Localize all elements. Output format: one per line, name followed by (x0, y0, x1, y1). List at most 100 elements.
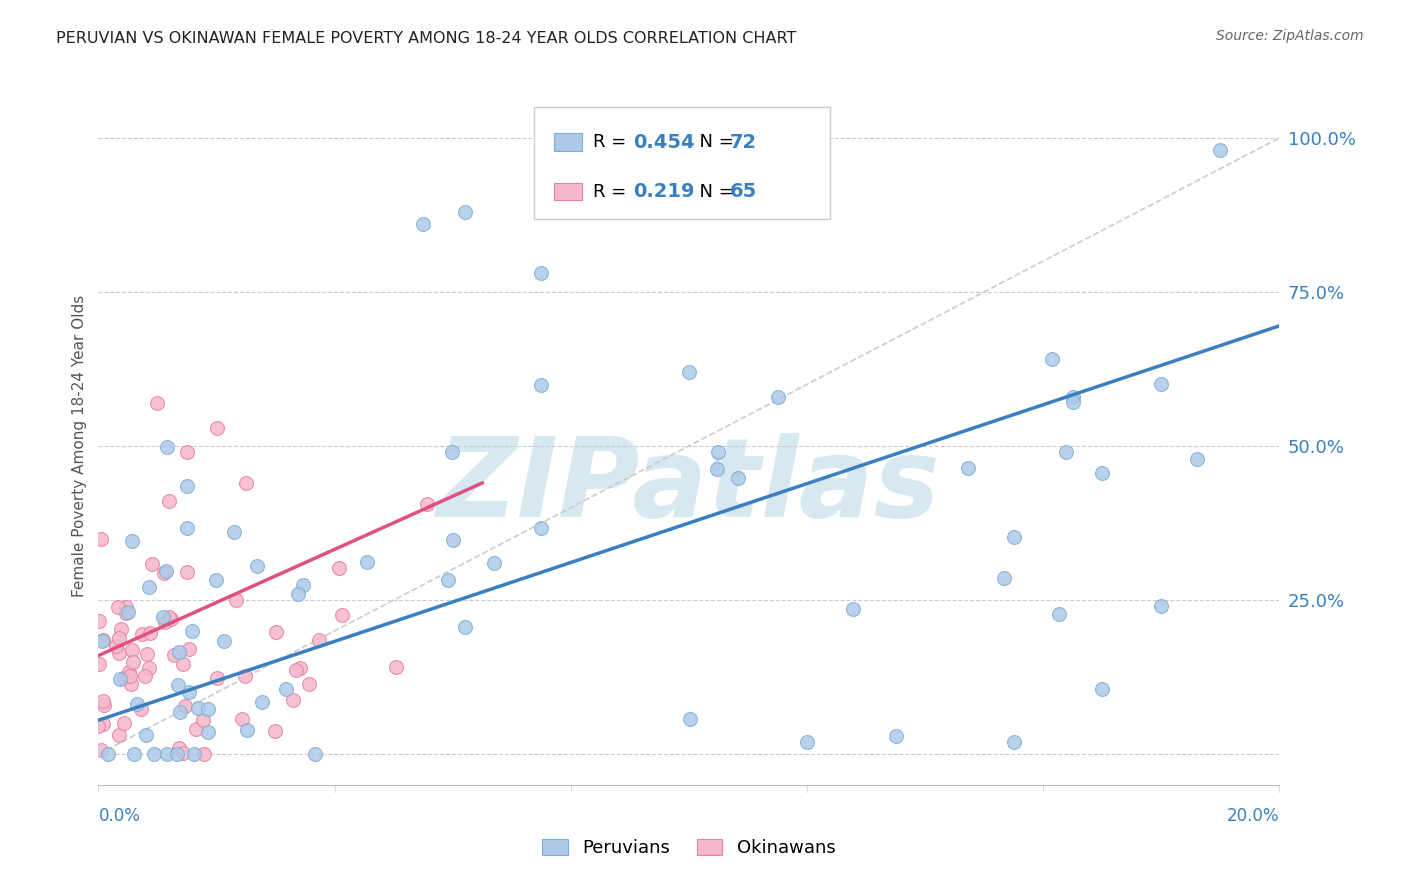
Okinawans (114, 599, 136, 614)
Okinawans (107, 599, 129, 614)
Peruvians (143, 747, 166, 761)
Peruvians (117, 605, 139, 619)
Peruvians (530, 267, 553, 281)
Okinawans (131, 627, 153, 641)
Peruvians (197, 725, 219, 739)
Okinawans (281, 692, 304, 706)
Text: Source: ZipAtlas.com: Source: ZipAtlas.com (1216, 29, 1364, 43)
Peruvians (125, 697, 148, 711)
Peruvians (212, 634, 235, 648)
Peruvians (183, 747, 205, 761)
Okinawans (328, 560, 350, 574)
Okinawans (112, 715, 135, 730)
Okinawans (264, 724, 287, 739)
Peruvians (1209, 143, 1232, 157)
Okinawans (93, 693, 115, 707)
Okinawans (108, 631, 131, 645)
Okinawans (193, 713, 215, 727)
Okinawans (153, 615, 176, 630)
Peruvians (274, 681, 297, 696)
Text: R =: R = (593, 133, 633, 152)
Peruvians (1054, 445, 1077, 459)
Peruvians (122, 747, 145, 761)
Peruvians (441, 533, 464, 548)
Okinawans (167, 741, 190, 756)
Okinawans (284, 663, 307, 677)
Okinawans (139, 626, 162, 640)
Okinawans (298, 677, 321, 691)
Peruvians (97, 747, 120, 761)
Okinawans (174, 699, 197, 714)
Okinawans (122, 655, 145, 669)
Okinawans (172, 746, 194, 760)
Okinawans (264, 624, 287, 639)
Okinawans (146, 396, 169, 410)
Okinawans (153, 566, 176, 581)
Okinawans (87, 719, 110, 733)
Peruvians (453, 620, 475, 634)
Peruvians (482, 557, 505, 571)
Okinawans (385, 660, 408, 674)
Peruvians (796, 735, 818, 749)
Peruvians (179, 685, 201, 699)
Okinawans (225, 592, 247, 607)
Peruvians (530, 521, 553, 535)
Okinawans (415, 497, 437, 511)
Peruvians (166, 678, 188, 692)
Peruvians (166, 747, 188, 761)
Peruvians (169, 706, 191, 720)
Okinawans (205, 420, 228, 434)
Okinawans (91, 633, 114, 648)
Text: 0.454: 0.454 (633, 133, 695, 152)
Okinawans (235, 475, 257, 490)
Peruvians (292, 578, 315, 592)
Okinawans (129, 702, 152, 716)
Peruvians (1062, 395, 1084, 409)
Okinawans (160, 612, 183, 626)
Peruvians (884, 729, 907, 743)
Peruvians (169, 645, 191, 659)
Okinawans (90, 532, 112, 546)
Peruvians (1002, 735, 1025, 749)
Okinawans (91, 717, 114, 731)
Peruvians (1185, 451, 1208, 466)
Y-axis label: Female Poverty Among 18-24 Year Olds: Female Poverty Among 18-24 Year Olds (72, 295, 87, 597)
Okinawans (330, 608, 353, 623)
Peruvians (1047, 607, 1070, 621)
Okinawans (163, 648, 186, 662)
Text: 0.0%: 0.0% (98, 807, 141, 825)
Peruvians (530, 377, 553, 392)
Peruvians (222, 524, 245, 539)
Peruvians (1091, 681, 1114, 696)
Okinawans (138, 661, 160, 675)
Okinawans (121, 642, 143, 657)
Peruvians (135, 728, 157, 742)
Okinawans (157, 494, 180, 508)
Peruvians (679, 712, 702, 726)
Peruvians (356, 555, 378, 569)
Okinawans (108, 647, 131, 661)
Peruvians (1150, 377, 1173, 392)
Okinawans (193, 747, 215, 761)
Okinawans (118, 669, 141, 683)
Okinawans (176, 565, 198, 579)
Okinawans (134, 669, 156, 683)
Okinawans (118, 665, 141, 679)
Text: N =: N = (688, 133, 740, 152)
Peruvians (678, 365, 700, 379)
Peruvians (156, 440, 179, 454)
Peruvians (1002, 530, 1025, 544)
Peruvians (138, 580, 160, 594)
Text: N =: N = (688, 183, 740, 201)
Peruvians (180, 624, 202, 639)
Okinawans (231, 712, 253, 726)
Okinawans (141, 558, 163, 572)
Text: ZIPatlas: ZIPatlas (437, 434, 941, 541)
Okinawans (172, 657, 194, 672)
Peruvians (956, 461, 979, 475)
Peruvians (245, 559, 267, 574)
Legend: Peruvians, Okinawans: Peruvians, Okinawans (536, 831, 842, 864)
Peruvians (766, 390, 789, 404)
Peruvians (707, 445, 730, 459)
Peruvians (437, 573, 460, 587)
